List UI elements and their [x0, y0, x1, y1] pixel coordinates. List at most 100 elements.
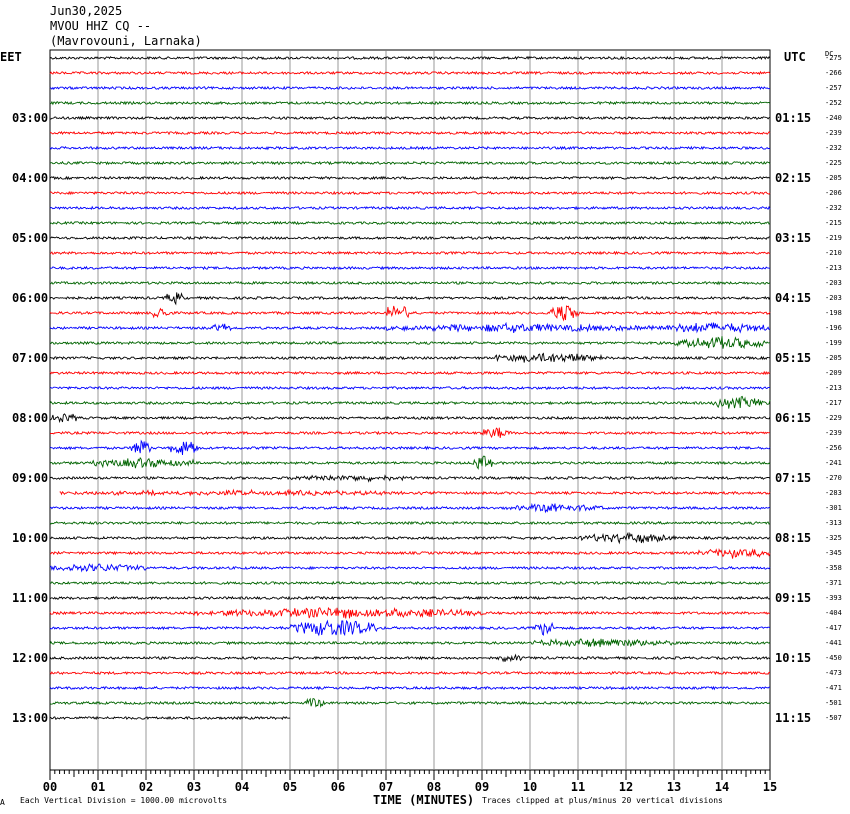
- x-tick-label-14: 14: [714, 780, 730, 794]
- dc-offset-27: -241: [825, 459, 842, 467]
- dc-offset-18: -196: [825, 324, 842, 332]
- right-hour-label-6: 07:15: [775, 471, 812, 485]
- trace-row-32: [49, 531, 771, 545]
- trace-row-25: [50, 427, 770, 439]
- dc-offset-36: -393: [825, 594, 842, 602]
- right-hour-label-1: 02:15: [775, 171, 812, 185]
- left-hour-label-1: 04:00: [12, 171, 49, 185]
- clip-note: Traces clipped at plus/minus 20 vertical…: [482, 796, 723, 805]
- dc-offset-8: -205: [825, 174, 842, 182]
- dc-offset-3: -252: [825, 99, 842, 107]
- trace-row-24: [49, 413, 771, 424]
- dc-offset-23: -217: [825, 399, 842, 407]
- x-tick-label-11: 11: [570, 780, 586, 794]
- left-hour-label-3: 06:00: [12, 291, 49, 305]
- dc-offset-35: -371: [825, 579, 842, 587]
- division-note: Each Vertical Division = 1000.00 microvo…: [20, 796, 228, 805]
- trace-row-33: [49, 548, 771, 559]
- right-hour-label-2: 03:15: [775, 231, 812, 245]
- x-tick-label-7: 07: [378, 780, 394, 794]
- right-hour-label-5: 06:15: [775, 411, 812, 425]
- trace-row-22: [49, 385, 770, 391]
- dc-offset-7: -225: [825, 159, 842, 167]
- trace-row-29: [59, 488, 771, 497]
- trace-row-27: [49, 455, 771, 470]
- x-tick-label-13: 13: [666, 780, 682, 794]
- trace-row-40: [49, 653, 771, 663]
- trace-row-11: [49, 220, 771, 226]
- dc-offset-31: -313: [825, 519, 842, 527]
- right-hour-label-0: 01:15: [775, 111, 812, 125]
- trace-row-17: [49, 305, 771, 322]
- trace-row-38: [49, 619, 771, 637]
- x-tick-label-12: 12: [618, 780, 634, 794]
- trace-row-4: [50, 115, 771, 121]
- x-tick-label-6: 06: [330, 780, 346, 794]
- trace-row-2: [49, 85, 771, 91]
- x-tick-label-15: 15: [762, 780, 778, 794]
- dc-offset-29: -283: [825, 489, 842, 497]
- header-station: MVOU HHZ CQ --: [50, 19, 152, 33]
- left-hour-label-4: 07:00: [12, 351, 49, 365]
- dc-offset-39: -441: [825, 639, 842, 647]
- trace-row-31: [49, 520, 771, 526]
- dc-offset-2: -257: [825, 84, 842, 92]
- header-date: Jun30,2025: [50, 4, 123, 18]
- x-axis-title: TIME (MINUTES): [373, 793, 475, 807]
- right-hour-label-4: 05:15: [775, 351, 812, 365]
- dc-offset-6: -232: [825, 144, 842, 152]
- trace-row-44: [49, 715, 291, 721]
- dc-offset-44: -507: [825, 714, 842, 722]
- dc-offset-34: -358: [825, 564, 842, 572]
- dc-offset-11: -215: [825, 219, 842, 227]
- left-hour-label-8: 11:00: [12, 591, 49, 605]
- trace-row-42: [49, 685, 771, 691]
- dc-offset-38: -417: [825, 624, 842, 632]
- x-tick-label-9: 09: [474, 780, 490, 794]
- dc-offset-16: -203: [825, 294, 842, 302]
- right-hour-label-9: 10:15: [775, 651, 812, 665]
- dc-offset-4: -240: [825, 114, 842, 122]
- dc-offset-10: -232: [825, 204, 842, 212]
- left-hour-label-7: 10:00: [12, 531, 49, 545]
- trace-row-19: [49, 336, 770, 350]
- trace-row-39: [49, 638, 771, 648]
- trace-row-15: [49, 280, 771, 286]
- dc-offset-0: -275: [825, 54, 842, 62]
- dc-offset-37: -404: [825, 609, 842, 617]
- dc-offset-22: -213: [825, 384, 842, 392]
- trace-row-6: [49, 145, 771, 151]
- left-hour-label-0: 03:00: [12, 111, 49, 125]
- trace-row-18: [49, 321, 771, 334]
- trace-row-5: [49, 130, 771, 136]
- plot-frame: [49, 49, 771, 771]
- left-hour-label-9: 12:00: [12, 651, 49, 665]
- right-hour-label-7: 08:15: [775, 531, 812, 545]
- right-timezone: UTC: [784, 50, 806, 64]
- left-hour-label-10: 13:00: [12, 711, 49, 725]
- header-location: (Mavrovouni, Larnaka): [50, 34, 202, 48]
- dc-offset-9: -206: [825, 189, 842, 197]
- dc-offset-17: -198: [825, 309, 842, 317]
- dc-offset-40: -450: [825, 654, 842, 662]
- dc-offset-26: -256: [825, 444, 842, 452]
- trace-row-34: [49, 563, 771, 573]
- dc-offset-41: -473: [825, 669, 842, 677]
- dc-offset-1: -266: [825, 69, 842, 77]
- trace-row-10: [49, 205, 771, 211]
- dc-offset-14: -213: [825, 264, 842, 272]
- left-hour-label-2: 05:00: [12, 231, 49, 245]
- trace-row-20: [49, 352, 771, 363]
- trace-row-28: [49, 474, 771, 483]
- dc-offset-5: -239: [825, 129, 842, 137]
- x-tick-label-4: 04: [234, 780, 250, 794]
- trace-row-41: [49, 670, 771, 676]
- dc-offset-19: -199: [825, 339, 842, 347]
- trace-row-43: [49, 697, 771, 708]
- trace-row-3: [49, 100, 771, 106]
- dc-offset-12: -219: [825, 234, 842, 242]
- dc-offset-32: -325: [825, 534, 842, 542]
- left-hour-label-5: 08:00: [12, 411, 49, 425]
- dc-offset-42: -471: [825, 684, 842, 692]
